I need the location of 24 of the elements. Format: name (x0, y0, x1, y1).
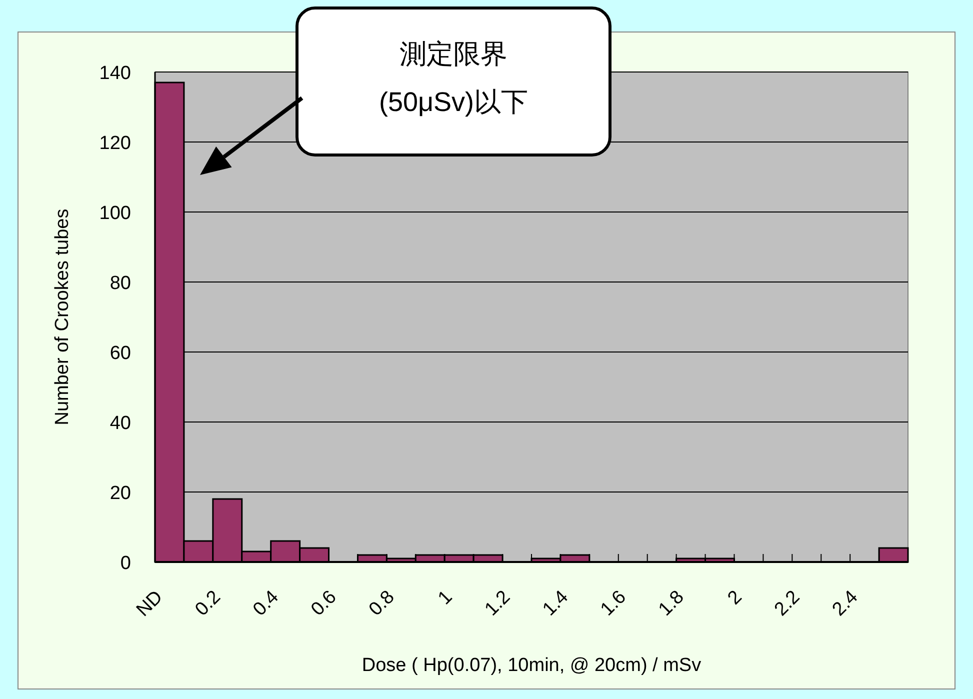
y-tick-label: 140 (99, 63, 131, 84)
y-tick-label: 100 (99, 203, 131, 224)
y-tick-label: 120 (99, 133, 131, 154)
x-tick-label: 0.6 (307, 586, 341, 620)
x-tick-label: ND (132, 586, 168, 621)
x-tick-label: 1.4 (538, 586, 573, 620)
y-axis-title: Number of Crookes tubes (52, 208, 73, 426)
x-tick-label: 2 (724, 586, 746, 610)
annotation: 測定限界 (50μSv)以下 (378, 39, 528, 117)
y-tick-label: 80 (110, 273, 131, 294)
x-tick-label: 0.4 (249, 586, 284, 620)
x-tick-label: 1.8 (654, 586, 688, 620)
x-axis-title: Dose ( Hp(0.07), 10min, @ 20cm) / mSv (362, 655, 702, 676)
x-tick-label: 2.4 (828, 586, 862, 620)
x-tick-label: 1.2 (481, 586, 515, 620)
x-tick-label: 0.2 (191, 586, 225, 620)
y-tick-label: 0 (120, 553, 131, 574)
x-tick-label: 1.6 (596, 586, 630, 620)
x-tick-label: 2.2 (770, 586, 804, 620)
x-tick-label: 1 (434, 586, 457, 610)
y-tick-label: 20 (110, 483, 131, 504)
y-tick-label: 60 (110, 343, 131, 364)
x-tick-label: 0.8 (365, 586, 399, 620)
y-tick-label: 40 (110, 413, 131, 434)
